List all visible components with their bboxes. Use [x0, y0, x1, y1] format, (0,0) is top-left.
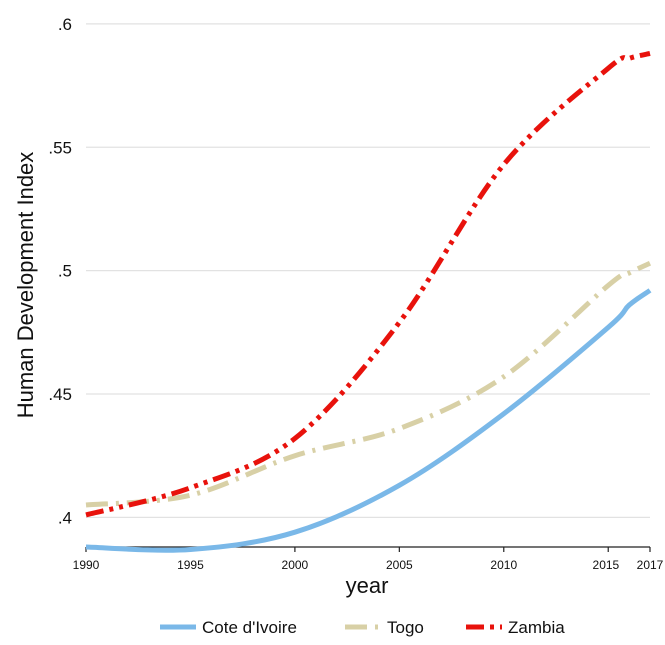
x-tick-label-0: 1990: [73, 558, 100, 572]
legend-label-0: Cote d'Ivoire: [202, 618, 297, 637]
y-axis: .4 .45 .5 .55 .6: [48, 15, 72, 528]
x-tick-label-2: 2000: [282, 558, 309, 572]
x-tick-label-6: 2017: [637, 558, 664, 572]
x-tick-label-1: 1995: [177, 558, 204, 572]
legend-label-1: Togo: [387, 618, 424, 637]
x-tick-label-5: 2015: [593, 558, 620, 572]
y-tick-label-1: .45: [48, 385, 72, 404]
y-tick-label-0: .4: [58, 508, 72, 527]
legend: Cote d'Ivoire Togo Zambia: [160, 618, 565, 637]
legend-label-2: Zambia: [508, 618, 565, 637]
y-tick-label-3: .55: [48, 138, 72, 157]
gridlines: [86, 23, 650, 518]
x-tick-label-3: 2005: [386, 558, 413, 572]
series-line-0: [85, 288, 652, 553]
y-tick-label-4: .6: [58, 15, 72, 34]
x-axis-title: year: [346, 573, 389, 598]
series-line-2: [85, 51, 651, 518]
y-tick-label-2: .5: [58, 262, 72, 281]
series-lines: [85, 51, 652, 553]
x-tick-label-4: 2010: [490, 558, 517, 572]
y-axis-title: Human Development Index: [13, 152, 38, 419]
x-axis: 1990 1995 2000 2005 2010 2015 2017: [73, 546, 664, 572]
series-line-1: [85, 260, 652, 508]
